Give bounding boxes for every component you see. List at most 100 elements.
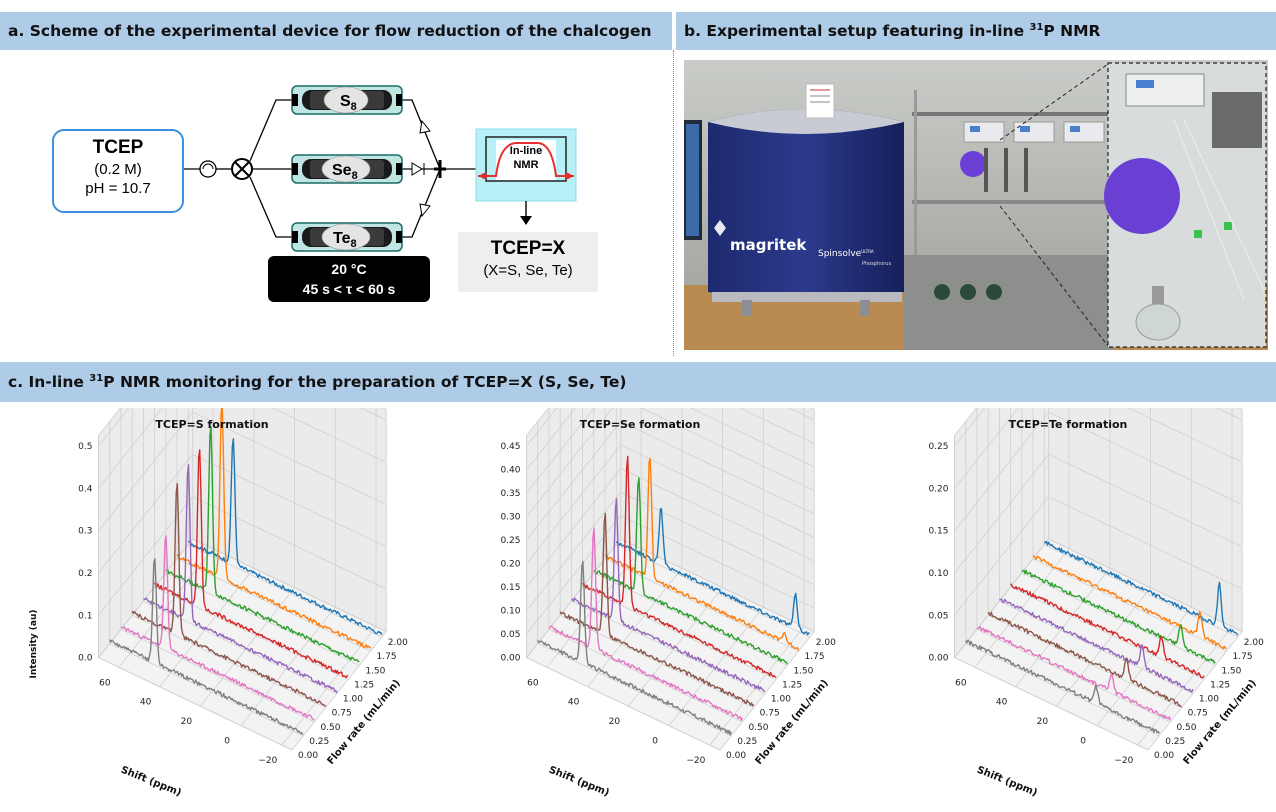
section-c-title-text: c. In-line: [8, 373, 90, 392]
series-line: [120, 535, 315, 721]
flow-scheme-diagram: S8 Se8 Te8: [180, 85, 577, 252]
z-tick-label: 0.15: [928, 527, 948, 537]
y-tick-label: 2.00: [388, 638, 408, 648]
reagent-ph: pH = 10.7: [85, 180, 151, 197]
grid-line: [526, 468, 815, 588]
y-tick-label: 1.00: [771, 695, 791, 705]
x-tick-label: 20: [181, 717, 193, 727]
chart-tcep-s: 60 40 20 0 −20 0.00 0.25 0.50 0.75 1.00 1.25 1.50 1.…: [0, 315, 420, 808]
y-tick-label: 0.50: [748, 723, 768, 733]
chart-title: TCEP=Te formation: [1009, 418, 1128, 431]
series-line: [1010, 583, 1205, 679]
series-line: [976, 625, 1172, 721]
nmr-spectrometer: magritek SpinsolveULTRA Phosphorus: [708, 83, 904, 316]
series-line: [559, 512, 755, 707]
z-tick-label: 0.4: [78, 484, 93, 494]
y-tick-label: 1.50: [793, 666, 813, 676]
y-tick-label: 2.00: [816, 638, 836, 648]
z-axis-label: Intensity (au): [29, 609, 39, 678]
y-tick-label: 1.00: [1199, 695, 1219, 705]
model-subtitle: Phosphorus: [862, 261, 891, 267]
z-tick-label: 0.20: [928, 484, 948, 494]
y-tick-label: 1.00: [343, 695, 363, 705]
series-line: [537, 560, 732, 736]
zoom-inset: [1104, 62, 1267, 348]
nmr-label-line1: In-line: [510, 145, 542, 157]
arrow-down-icon: [520, 216, 532, 225]
z-tick-label: 0.1: [78, 611, 92, 621]
x-tick-label: −20: [258, 756, 277, 766]
reagent-concentration: (0.2 M): [94, 161, 142, 178]
z-tick-label: 0.10: [928, 569, 948, 579]
check-valve-icon: [419, 203, 431, 218]
flow-scheme: S8 Se8 Te8: [0, 50, 672, 356]
chart-plot-area: 60 40 20 0 −20 0.00 0.25 0.50 0.75 1.00 1.25 1.50 1.…: [500, 315, 836, 799]
condition-residence-time: 45 s < τ < 60 s: [302, 281, 396, 297]
chart-tcep-se: 60 40 20 0 −20 0.00 0.25 0.50 0.75 1.00 1.25 1.50 1.…: [428, 315, 848, 808]
series-line: [187, 438, 383, 636]
series-line: [965, 639, 1160, 734]
y-tick-label: 0.00: [726, 751, 746, 761]
y-tick-label: 2.00: [1244, 638, 1264, 648]
column-se-label: Se8: [332, 162, 358, 182]
grid-line: [954, 411, 1243, 531]
z-tick-label: 0.00: [500, 654, 520, 664]
grid-line: [98, 453, 387, 574]
section-b-title-end: P NMR: [1043, 22, 1101, 41]
x-tick-label: 0: [1080, 737, 1086, 747]
conditions-box: 20 °C 45 s < τ < 60 s: [268, 256, 430, 302]
y-tick-label: 1.75: [377, 652, 397, 662]
balloon: [960, 151, 986, 177]
x-tick-label: 20: [609, 717, 621, 727]
z-tick-label: 0.5: [78, 442, 92, 452]
chart-tcep-se-svg: 60 40 20 0 −20 0.00 0.25 0.50 0.75 1.00 1.25 1.50 1.…: [500, 315, 836, 799]
inline-nmr-box: In-line NMR: [475, 128, 577, 202]
chart-tcep-te-svg: 60 40 20 0 −20 0.00 0.25 0.50 0.75 1.00 1.25 1.50 1.…: [928, 315, 1264, 799]
product-name: TCEP=X: [490, 238, 566, 259]
section-b-title-text: b. Experimental setup featuring in-line: [684, 22, 1030, 41]
section-b-header: b. Experimental setup featuring in-line …: [676, 12, 1276, 50]
z-tick-label: 0.45: [500, 442, 520, 452]
series-line: [1043, 540, 1239, 636]
chart-plot-area: 60 40 20 0 −20 0.00 0.25 0.50 0.75 1.00 1.25 1.50 1.…: [928, 315, 1264, 799]
z-tick-label: 0.15: [500, 583, 520, 593]
series-line: [987, 611, 1182, 708]
check-valve-icon: [419, 119, 431, 134]
x-tick-label: 60: [955, 678, 967, 688]
y-tick-label: 0.25: [309, 737, 329, 747]
column-se8: Se8: [291, 154, 403, 184]
y-tick-label: 1.25: [354, 680, 374, 690]
series-line: [165, 426, 360, 663]
nmr-label-line2: NMR: [513, 159, 538, 171]
column-te-label: Te8: [333, 230, 357, 250]
column-s8: S8: [291, 85, 403, 115]
y-tick-label: 0.00: [298, 751, 318, 761]
x-tick-label: 20: [1037, 717, 1049, 727]
model-name: SpinsolveULTRA: [818, 249, 874, 259]
chart-tcep-s-svg: 60 40 20 0 −20 0.00 0.25 0.50 0.75 1.00 1.25 1.50 1.…: [29, 315, 408, 799]
grid-line: [98, 496, 387, 616]
z-tick-label: 0.05: [928, 611, 948, 621]
series-line: [176, 403, 372, 649]
y-tick-label: 0.00: [1154, 751, 1174, 761]
y-tick-label: 1.75: [805, 652, 825, 662]
z-tick-label: 0.20: [500, 560, 520, 570]
check-valve-icon: [411, 162, 425, 176]
series-line: [131, 482, 327, 707]
section-c-header: c. In-line 31P NMR monitoring for the pr…: [0, 362, 1276, 402]
product-detail: (X=S, Se, Te): [483, 262, 573, 279]
z-tick-label: 0.35: [500, 489, 520, 499]
x-tick-label: 40: [140, 698, 152, 708]
section-b-title: b. Experimental setup featuring in-line …: [684, 22, 1101, 40]
condition-temperature: 20 °C: [331, 261, 367, 277]
setup-photo-illustration: magritek SpinsolveULTRA Phosphorus: [684, 60, 1268, 350]
product-box: TCEP=X (X=S, Se, Te): [458, 232, 598, 292]
section-a-header: a. Scheme of the experimental device for…: [0, 12, 672, 50]
x-tick-label: 40: [568, 698, 580, 708]
chart-tcep-te: 60 40 20 0 −20 0.00 0.25 0.50 0.75 1.00 1.25 1.50 1.…: [856, 315, 1276, 808]
section-b-superscript: 31: [1029, 21, 1044, 33]
panel-divider: [673, 50, 674, 356]
z-tick-label: 0.40: [500, 466, 520, 476]
z-tick-label: 0.05: [500, 630, 520, 640]
chart-title: TCEP=S formation: [155, 418, 268, 431]
